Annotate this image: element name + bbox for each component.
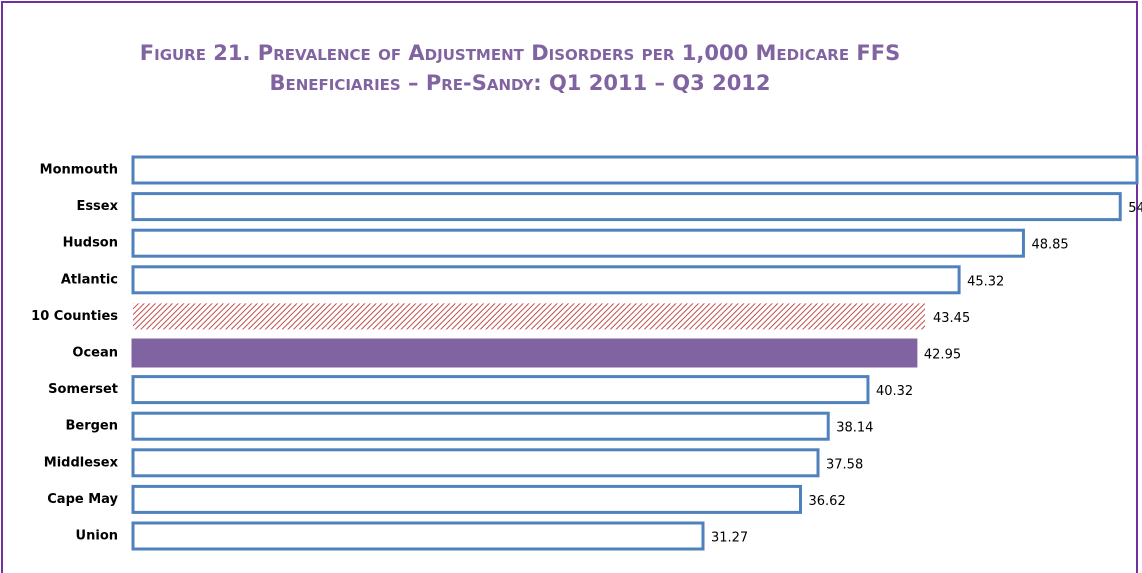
- value-label: 40.32: [876, 384, 913, 399]
- chart-title: Figure 21. Prevalence of Adjustment Diso…: [139, 41, 901, 95]
- value-label: 37.58: [826, 457, 863, 472]
- category-label: Essex: [76, 199, 118, 214]
- category-label: Middlesex: [44, 455, 119, 470]
- bar: [131, 192, 1122, 222]
- category-label: 10 Counties: [31, 309, 118, 324]
- category-label: Monmouth: [40, 163, 118, 178]
- category-label: Cape May: [47, 492, 118, 507]
- bar: [133, 303, 926, 330]
- value-label: 38.14: [836, 421, 873, 436]
- value-label: 48.85: [1031, 238, 1068, 253]
- value-label: 45.32: [967, 274, 1004, 289]
- value-label: 31.27: [711, 531, 748, 546]
- bar: [131, 411, 830, 441]
- bar: [131, 265, 961, 295]
- bar: [131, 448, 820, 478]
- bar: [131, 155, 1139, 185]
- bar: [131, 375, 870, 405]
- value-label: 36.62: [809, 494, 846, 509]
- value-label: 54.16: [1128, 201, 1142, 216]
- category-label: Atlantic: [61, 272, 118, 287]
- bar: [131, 484, 803, 514]
- category-label: Ocean: [72, 346, 118, 361]
- value-label: 43.45: [933, 311, 970, 326]
- category-label: Somerset: [48, 382, 118, 397]
- category-label: Union: [76, 529, 118, 544]
- bar: [131, 228, 1025, 258]
- category-label: Bergen: [65, 419, 118, 434]
- value-label: 42.95: [924, 348, 961, 363]
- bar: [131, 521, 705, 551]
- bar: [131, 338, 918, 368]
- category-label: Hudson: [63, 236, 118, 251]
